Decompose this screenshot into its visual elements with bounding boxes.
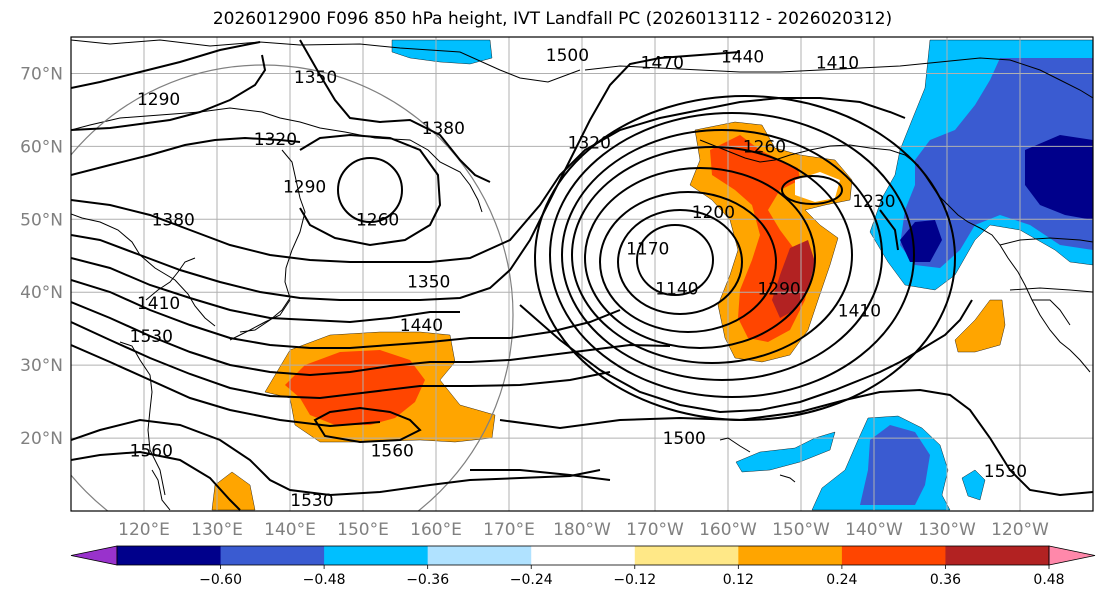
longitude-label: 180°W [553, 520, 611, 540]
contour-label: 1440 [721, 48, 764, 68]
longitude-label: 130°W [918, 520, 976, 540]
contour-label: 1530 [130, 327, 173, 347]
contour-label: 1290 [137, 90, 180, 110]
longitude-label: 150°W [772, 520, 830, 540]
colorbar-segment [634, 546, 739, 565]
gridlines [71, 37, 1093, 511]
contour-label: 1440 [400, 316, 443, 336]
ivt-positive-region [285, 350, 425, 425]
colorbar-segment [945, 546, 1050, 565]
contour-label: 1200 [692, 203, 735, 223]
contour-label: 1290 [757, 280, 800, 300]
colorbar-tick-label: −0.24 [510, 572, 553, 588]
longitude-label: 170°W [626, 520, 684, 540]
contour-label: 1380 [152, 210, 195, 230]
longitude-labels: 120°E 130°E 140°E 150°E 160°E 170°E 180°W 170°W… [118, 520, 1049, 540]
longitude-label: 120°W [991, 520, 1049, 540]
contour-label: 1560 [130, 441, 173, 461]
contour-label: 1470 [641, 54, 684, 74]
contour-label: 1320 [254, 130, 297, 150]
colorbar-segment [427, 546, 532, 565]
contour-label: 1410 [838, 301, 881, 321]
longitude-label: 160°W [699, 520, 757, 540]
ivt-negative-region [735, 431, 836, 473]
contour-label: 1350 [407, 272, 450, 292]
colorbar-extension-high [1048, 545, 1096, 566]
colorbar-tick-label: 0.24 [826, 572, 857, 588]
contour-label: 1410 [816, 54, 859, 74]
contour-label: 1170 [626, 239, 669, 259]
ivt-negative-region [1025, 135, 1093, 220]
colorbar-tick-label: 0.36 [930, 572, 961, 588]
contour-label: 1260 [356, 210, 399, 230]
map-title: 2026012900 F096 850 hPa height, IVT Land… [212, 9, 893, 29]
longitude-label: 140°W [845, 520, 903, 540]
contour-labels: 1500 1470 1440 1410 1350 1290 1320 1380 1320 1260… [130, 46, 1027, 511]
colorbar-tick-label: −0.12 [613, 572, 656, 588]
contour-label: 1320 [568, 134, 611, 154]
colorbar-tick-label: −0.60 [199, 572, 242, 588]
colorbar-frame [116, 545, 1050, 566]
longitude-label: 150°E [337, 520, 389, 540]
ivt-negative-region [961, 469, 986, 501]
colorbar: −0.60 −0.48 −0.36 −0.24 −0.12 0.12 0.24 0.36 0.4… [70, 545, 1096, 588]
colorbar-segment [117, 546, 222, 565]
coastlines [71, 39, 1093, 511]
longitude-label: 120°E [118, 520, 170, 540]
colorbar-tick-label: −0.48 [303, 572, 346, 588]
longitude-label: 170°E [483, 520, 535, 540]
colorbar-tick-label: 0.12 [723, 572, 754, 588]
contour-label: 1260 [743, 137, 786, 157]
colorbar-tick-label: 0.48 [1033, 572, 1064, 588]
longitude-label: 160°E [410, 520, 462, 540]
colorbar-segment [531, 546, 636, 565]
latitude-label: 30°N [20, 356, 63, 376]
colorbar-segment [220, 546, 325, 565]
colorbar-segment [324, 546, 429, 565]
latitude-label: 60°N [20, 137, 63, 157]
contour-label: 1410 [137, 294, 180, 314]
latitude-label: 50°N [20, 210, 63, 230]
ivt-shading [211, 39, 1093, 511]
latitude-label: 70°N [20, 64, 63, 84]
longitude-label: 140°E [264, 520, 316, 540]
ivt-positive-region [954, 299, 1006, 353]
latitude-label: 20°N [20, 429, 63, 449]
contour-label: 1500 [663, 429, 706, 449]
latitude-label: 40°N [20, 283, 63, 303]
contour-label: 1500 [546, 46, 589, 66]
contour-label: 1380 [422, 119, 465, 139]
contour-label: 1530 [984, 462, 1027, 482]
latitude-labels: 70°N 60°N 50°N 40°N 30°N 20°N [20, 64, 63, 449]
map-frame [70, 36, 1094, 512]
contour-label: 1530 [290, 491, 333, 511]
contour-label: 1560 [371, 441, 414, 461]
ivt-positive-region [211, 471, 256, 511]
colorbar-extension-low [70, 545, 118, 566]
ivt-negative-region [391, 39, 493, 65]
ivt-positive-region [772, 240, 815, 318]
height-contours [71, 39, 1093, 511]
colorbar-tick-label: −0.36 [406, 572, 449, 588]
longitude-label: 130°E [191, 520, 243, 540]
contour-label: 1230 [852, 192, 895, 212]
contour-label: 1350 [294, 68, 337, 88]
contour-label: 1140 [655, 280, 698, 300]
contour-label: 1290 [283, 177, 326, 197]
colorbar-segment [841, 546, 946, 565]
colorbar-segment [738, 546, 843, 565]
ivt-negative-region [860, 425, 930, 505]
